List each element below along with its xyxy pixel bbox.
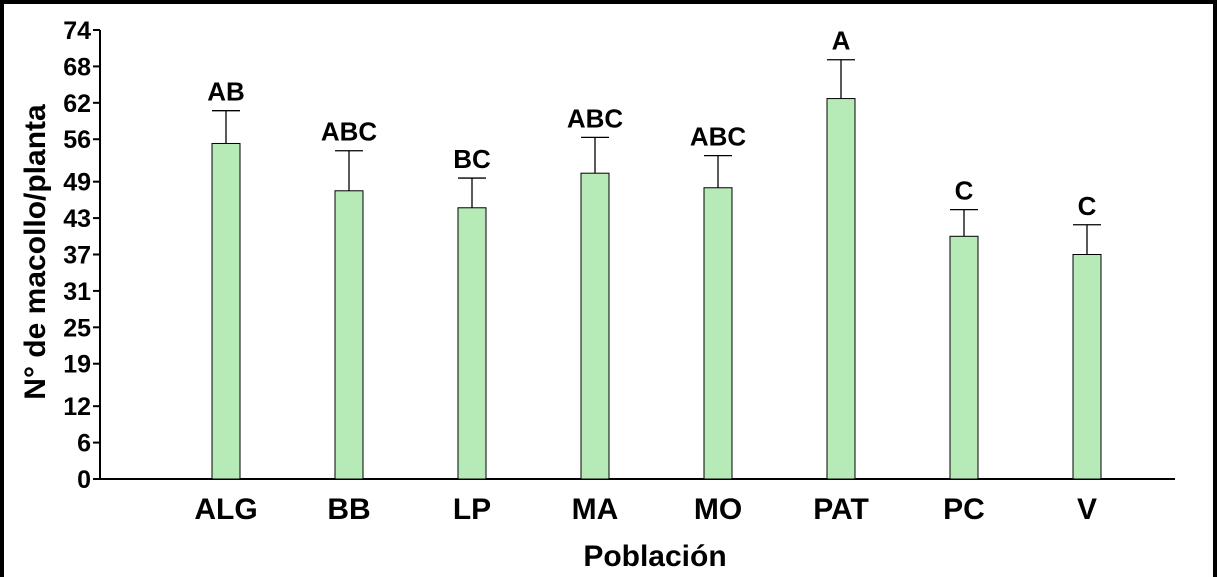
x-tick-label: PC <box>943 493 985 526</box>
y-tick-label: 68 <box>63 53 91 81</box>
significance-label: ABC <box>690 122 747 152</box>
x-tick-label: ALG <box>194 493 257 526</box>
significance-label: BC <box>453 144 491 174</box>
x-axis-title: Población <box>583 540 726 573</box>
significance-label: A <box>832 26 851 56</box>
x-tick-label: LP <box>453 493 491 526</box>
bar-pc <box>949 235 979 480</box>
y-tick-label: 31 <box>63 278 91 306</box>
bar-v <box>1072 254 1102 480</box>
significance-label: C <box>1078 191 1097 221</box>
bar-mo <box>703 187 733 480</box>
y-tick-label: 62 <box>63 90 91 118</box>
y-tick-label: 12 <box>63 393 91 421</box>
y-axis: 0 6 12 19 25 31 37 43 49 56 62 68 74 <box>63 17 101 494</box>
y-tick-label: 0 <box>77 466 91 494</box>
y-tick-label: 56 <box>63 126 91 154</box>
bars-group: AB ABC BC ABC ABC A C C <box>207 26 1102 480</box>
x-tick-label: PAT <box>813 493 869 526</box>
y-tick-label: 25 <box>63 314 91 342</box>
y-axis-title: N° de macollo/planta <box>19 104 52 400</box>
y-tick-label: 74 <box>63 17 91 45</box>
x-tick-label: MO <box>694 493 742 526</box>
x-axis: ALG BB LP MA MO PAT PC V <box>100 478 1175 526</box>
y-tick-label: 43 <box>63 205 91 233</box>
y-tick-label: 49 <box>63 169 91 197</box>
significance-label: ABC <box>321 117 378 147</box>
significance-label: ABC <box>567 103 624 133</box>
bar-bb <box>334 190 364 480</box>
y-tick-label: 6 <box>77 430 91 458</box>
x-tick-label: BB <box>327 493 370 526</box>
y-tick-label: 37 <box>63 242 91 270</box>
significance-label: C <box>955 176 974 206</box>
bar-lp <box>457 207 487 480</box>
bar-pat <box>826 98 856 480</box>
bar-ma <box>580 172 610 480</box>
bar-alg <box>211 142 241 480</box>
x-tick-label: V <box>1077 493 1097 526</box>
x-tick-label: MA <box>572 493 619 526</box>
significance-label: AB <box>207 77 245 107</box>
y-tick-label: 19 <box>63 351 91 379</box>
